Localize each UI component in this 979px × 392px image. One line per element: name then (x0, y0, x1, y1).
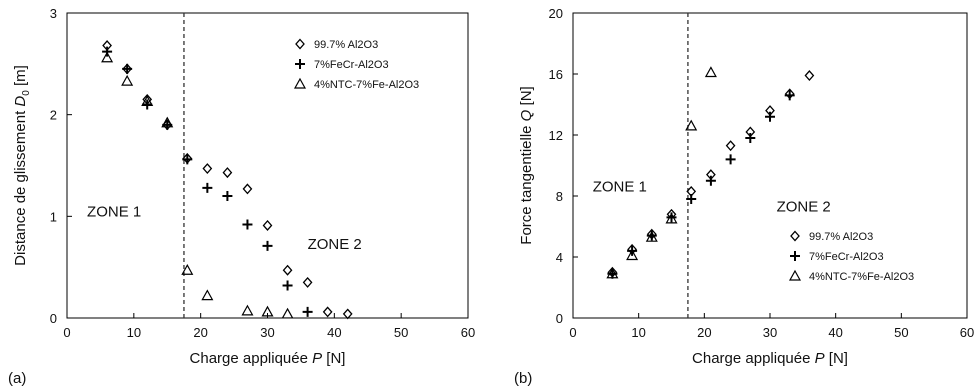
data-point-diamond (202, 163, 213, 175)
data-point-triangle (665, 212, 678, 224)
legend-label: 4%NTC-7%Fe-Al2O3 (809, 271, 914, 283)
data-point-diamond (302, 276, 313, 288)
y-tick-label: 20 (549, 6, 563, 21)
data-point-plus (705, 175, 716, 186)
zone-label-2: ZONE 2 (308, 236, 362, 253)
x-tick-label: 40 (327, 325, 341, 340)
x-tick-label: 0 (569, 325, 576, 340)
data-point-triangle (161, 116, 174, 128)
y-axis-label: Force tangentielle Q [N] (518, 86, 535, 244)
x-tick-label: 60 (461, 325, 475, 340)
data-point-triangle (788, 269, 802, 281)
data-point-plus (262, 240, 273, 251)
data-point-diamond (295, 38, 305, 50)
zone-label-1: ZONE 1 (593, 178, 647, 195)
x-tick-label: 30 (260, 325, 274, 340)
y-tick-label: 0 (50, 311, 57, 326)
chart-panel-a: 0 10 20 30 40 50 60 0 1 2 3 Charge appliquée P [N] D… (8, 6, 475, 387)
data-point-plus (302, 306, 313, 317)
data-point-plus (202, 182, 213, 193)
zone-label-1: ZONE 1 (87, 203, 141, 220)
data-point-diamond (342, 308, 353, 320)
data-point-plus (765, 111, 775, 122)
data-point-triangle (201, 289, 214, 301)
x-axis-label: Charge appliquée P [N] (692, 350, 848, 367)
data-point-triangle (241, 304, 254, 316)
x-tick-label: 20 (193, 325, 207, 340)
data-point-plus (745, 133, 756, 144)
x-tick-label: 50 (394, 325, 408, 340)
legend-label: 7%FeCr-Al2O3 (314, 59, 389, 71)
data-point-triangle (685, 119, 698, 131)
data-point-plus (142, 99, 153, 110)
zone-label-2: ZONE 2 (777, 198, 831, 215)
y-tick-label: 12 (549, 128, 563, 143)
data-point-plus (725, 154, 736, 165)
x-tick-label: 60 (960, 325, 974, 340)
data-point-diamond (322, 306, 333, 318)
legend-label: 99.7% Al2O3 (314, 39, 378, 51)
data-point-triangle (293, 77, 307, 89)
legend: 99.7% Al2O3 7%FeCr-Al2O3 4%NTC-7%Fe-Al2O3 (788, 230, 914, 283)
data-point-diamond (222, 167, 233, 179)
data-point-diamond (242, 183, 253, 195)
panel-label: (b) (514, 370, 532, 387)
y-tick-label: 3 (50, 6, 57, 21)
legend: 99.7% Al2O3 7%FeCr-Al2O3 4%NTC-7%Fe-Al2O3 (293, 38, 419, 91)
data-point-plus (282, 280, 293, 291)
data-point-triangle (101, 51, 114, 63)
chart-panel-b: 0 10 20 30 40 50 60 0 4 8 12 16 20 Charge appliquée P… (514, 6, 974, 387)
data-point-plus (295, 59, 305, 69)
data-point-diamond (790, 230, 800, 242)
y-tick-label: 0 (556, 311, 563, 326)
series-diamond (102, 40, 353, 320)
series-plus (102, 46, 313, 317)
data-point-plus (790, 251, 800, 261)
y-tick-label: 4 (556, 250, 563, 265)
x-axis-label: Charge appliquée P [N] (190, 350, 346, 367)
x-tick-label: 30 (763, 325, 777, 340)
series-diamond (607, 70, 815, 278)
data-point-triangle (181, 263, 194, 275)
x-tick-label: 10 (127, 325, 141, 340)
data-point-plus (686, 194, 697, 205)
data-point-triangle (121, 74, 134, 86)
plot-frame (66, 12, 469, 319)
y-tick-label: 2 (50, 108, 57, 123)
data-point-triangle (261, 305, 274, 317)
legend-label: 7%FeCr-Al2O3 (809, 251, 884, 263)
series-triangle (101, 51, 294, 319)
data-point-plus (784, 90, 795, 101)
data-point-triangle (281, 307, 294, 319)
data-point-diamond (804, 70, 815, 82)
x-tick-label: 10 (631, 325, 645, 340)
data-point-triangle (626, 249, 639, 261)
y-tick-label: 16 (549, 67, 563, 82)
x-tick-label: 0 (63, 325, 70, 340)
data-point-plus (122, 63, 133, 74)
legend-label: 4%NTC-7%Fe-Al2O3 (314, 79, 419, 91)
data-point-triangle (704, 66, 717, 78)
data-point-triangle (606, 267, 619, 279)
series-triangle (606, 66, 717, 279)
panel-label: (a) (8, 370, 26, 387)
data-point-diamond (725, 140, 736, 152)
data-point-plus (242, 219, 253, 230)
legend-label: 99.7% Al2O3 (809, 231, 873, 243)
y-axis-label: Distance de glissement D0 [m] (12, 65, 32, 266)
data-point-plus (182, 154, 193, 165)
data-point-plus (222, 191, 233, 201)
y-tick-label: 8 (556, 189, 563, 204)
x-tick-label: 40 (828, 325, 842, 340)
data-point-diamond (262, 220, 273, 231)
x-tick-label: 50 (894, 325, 908, 340)
data-point-triangle (645, 230, 658, 242)
x-tick-label: 20 (697, 325, 711, 340)
data-point-diamond (282, 264, 293, 276)
data-point-triangle (141, 95, 154, 107)
y-tick-label: 1 (50, 209, 57, 224)
